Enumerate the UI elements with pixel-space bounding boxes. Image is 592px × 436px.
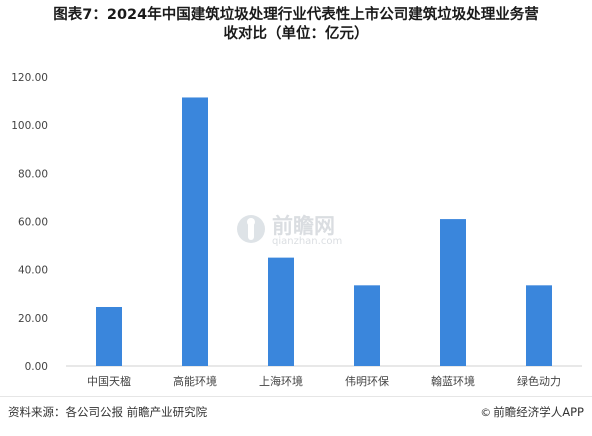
brand-name: 前瞻经济学人APP <box>493 405 584 419</box>
y-tick-label: 0.00 <box>25 361 48 373</box>
chart-title: 图表7：2024年中国建筑垃圾处理行业代表性上市公司建筑垃圾处理业务营 收对比（… <box>0 6 592 44</box>
x-tick-label: 中国天楹 <box>87 374 131 388</box>
x-tick-label: 伟明环保 <box>345 374 389 388</box>
bar <box>182 97 208 367</box>
x-tick-label: 高能环境 <box>173 374 217 388</box>
footer: 资料来源：各公司公报 前瞻产业研究院 © 前瞻经济学人APP <box>8 404 584 422</box>
chart-title-line-2: 收对比（单位：亿元） <box>223 26 369 42</box>
y-tick-label: 20.00 <box>18 313 48 325</box>
x-tick-label: 上海环境 <box>259 374 303 388</box>
x-tick-label: 绿色动力 <box>517 374 561 388</box>
y-tick-label: 80.00 <box>18 168 48 180</box>
bar <box>96 306 122 366</box>
source-note: 资料来源：各公司公报 前瞻产业研究院 <box>8 405 208 419</box>
bar-chart: 0.00 20.00 40.00 60.00 80.00 100.00 120.00 中国天楹… <box>11 72 582 388</box>
bar <box>354 285 380 366</box>
x-tick-label: 翰蓝环境 <box>431 374 475 388</box>
chart-title-line-1: 图表7：2024年中国建筑垃圾处理行业代表性上市公司建筑垃圾处理业务营 <box>53 7 539 23</box>
bar <box>526 285 552 366</box>
footer-divider <box>0 396 592 397</box>
y-tick-label: 100.00 <box>11 120 48 132</box>
y-tick-label: 120.00 <box>11 72 48 84</box>
bar <box>268 257 294 366</box>
copyright-icon: © <box>480 406 492 419</box>
brand-credit: © 前瞻经济学人APP <box>480 404 584 420</box>
bar <box>440 219 466 366</box>
y-tick-label: 60.00 <box>18 217 48 229</box>
y-tick-label: 40.00 <box>18 265 48 277</box>
